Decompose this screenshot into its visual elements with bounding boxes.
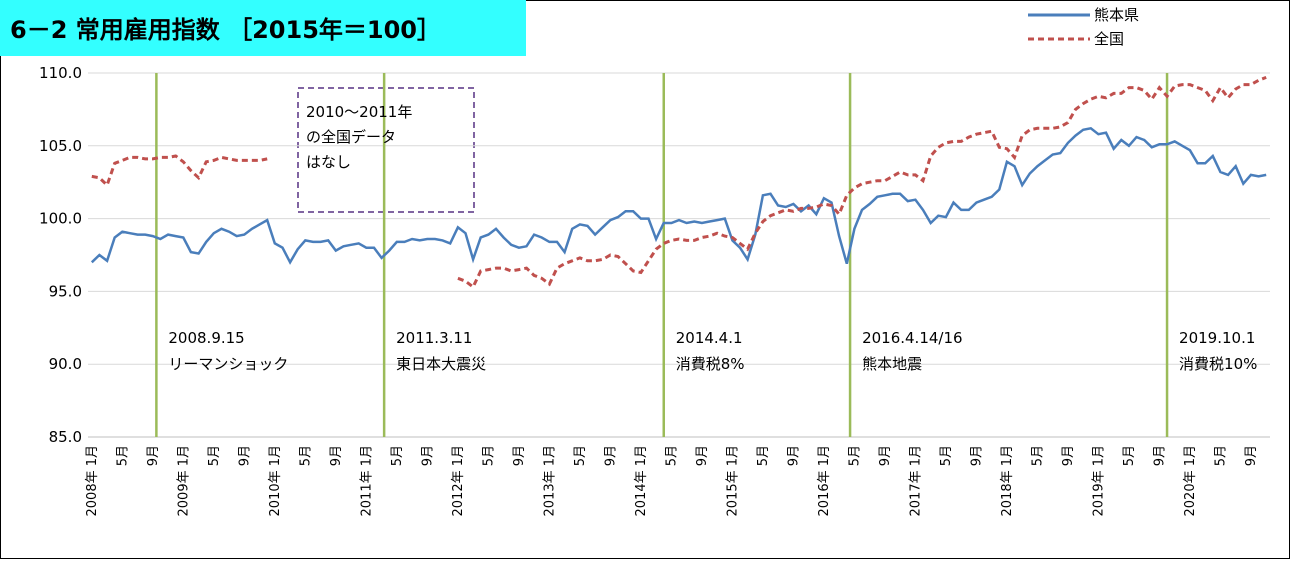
x-tick-label: 2013年 1月 [542, 445, 557, 517]
x-tick-label: 2008年 1月 [85, 445, 100, 517]
x-tick-label: 2018年 1月 [1000, 445, 1015, 517]
event-label: 消費税8% [676, 355, 745, 373]
note-line: の全国データ [306, 128, 396, 146]
x-tick-label: 5月 [207, 445, 222, 466]
x-tick-label: 2012年 1月 [451, 445, 466, 517]
y-tick-label: 85.0 [49, 428, 82, 446]
x-tick-label: 9月 [146, 445, 161, 466]
x-tick-label: 5月 [847, 445, 862, 466]
series-line [91, 75, 1267, 290]
x-tick-label: 2017年 1月 [908, 445, 923, 517]
x-tick-label: 2009年 1月 [176, 445, 191, 517]
note-line: 2010～2011年 [306, 103, 412, 121]
series-line [90, 126, 1267, 265]
x-tick-label: 9月 [969, 445, 984, 466]
event-date: 2019.10.1 [1179, 329, 1255, 347]
x-tick-label: 2014年 1月 [634, 445, 649, 517]
title-bg [0, 0, 526, 56]
x-tick-label: 5月 [664, 445, 679, 466]
x-tick-label: 2019年 1月 [1091, 445, 1106, 517]
x-tick-label: 5月 [756, 445, 771, 466]
y-tick-label: 105.0 [39, 137, 82, 155]
x-tick-label: 2020年 1月 [1183, 445, 1198, 517]
x-tick-label: 9月 [603, 445, 618, 466]
note-box [297, 87, 475, 213]
event-date: 2008.9.15 [168, 329, 244, 347]
event-label: 熊本地震 [862, 355, 922, 373]
x-tick-label: 2015年 1月 [725, 445, 740, 517]
y-tick-label: 110.0 [39, 64, 82, 82]
legend-label: 全国 [1094, 30, 1124, 48]
event-date: 2011.3.11 [396, 329, 472, 347]
x-tick-label: 5月 [1213, 445, 1228, 466]
x-tick-label: 5月 [1030, 445, 1045, 466]
x-tick-label: 2016年 1月 [817, 445, 832, 517]
x-tick-label: 9月 [695, 445, 710, 466]
event-label: 消費税10% [1179, 355, 1257, 373]
event-label: 東日本大震災 [396, 355, 486, 373]
event-label: リーマンショック [168, 355, 288, 373]
x-tick-label: 5月 [298, 445, 313, 466]
x-tick-label: 9月 [329, 445, 344, 466]
x-tick-label: 9月 [1061, 445, 1076, 466]
x-tick-label: 5月 [573, 445, 588, 466]
x-tick-label: 9月 [512, 445, 527, 466]
event-date: 2016.4.14/16 [862, 329, 962, 347]
chart-title: 6－2 常用雇用指数 ［2015年＝100］ [10, 16, 441, 44]
y-tick-label: 95.0 [49, 282, 82, 300]
x-tick-label: 5月 [481, 445, 496, 466]
y-tick-label: 100.0 [39, 210, 82, 228]
x-tick-label: 5月 [1122, 445, 1137, 466]
event-date: 2014.4.1 [676, 329, 743, 347]
x-tick-label: 9月 [1152, 445, 1167, 466]
x-tick-label: 5月 [115, 445, 130, 466]
x-tick-label: 9月 [420, 445, 435, 466]
x-tick-label: 9月 [1244, 445, 1259, 466]
x-tick-label: 2010年 1月 [268, 445, 283, 517]
x-tick-label: 9月 [878, 445, 893, 466]
legend-label: 熊本県 [1094, 6, 1139, 24]
x-tick-label: 5月 [390, 445, 405, 466]
x-tick-label: 2011年 1月 [359, 445, 374, 517]
x-tick-label: 9月 [237, 445, 252, 466]
y-tick-label: 90.0 [49, 355, 82, 373]
x-tick-label: 9月 [786, 445, 801, 466]
x-tick-label: 5月 [939, 445, 954, 466]
note-line: はなし [306, 153, 351, 171]
